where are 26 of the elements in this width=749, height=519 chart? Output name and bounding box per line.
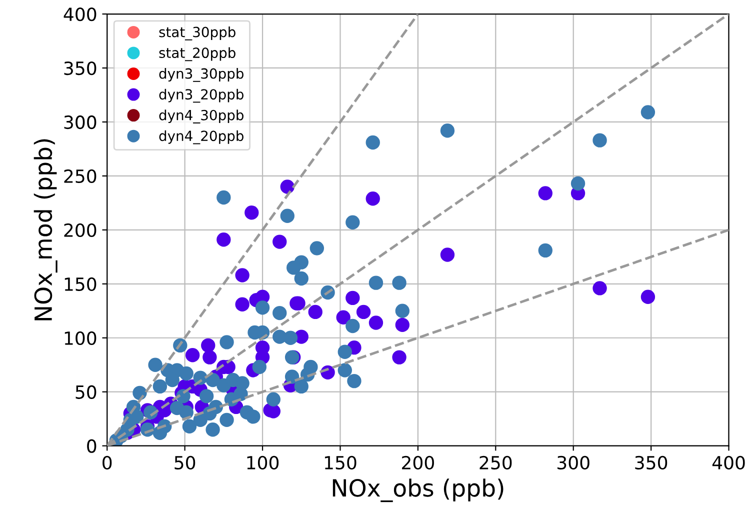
x-tick-label: 300 (558, 456, 590, 470)
x-tick-label: 0 (102, 456, 112, 470)
x-tick-label: 200 (402, 456, 434, 470)
legend-label: dyn4_30ppb (159, 110, 244, 124)
y-axis-title: NOx_mod (ppb) (34, 139, 58, 320)
y-tick-label: 150 (64, 277, 96, 292)
y-tick-label: 300 (64, 115, 96, 130)
legend-label: dyn3_20ppb (159, 88, 244, 103)
legend-label: stat_20ppb (159, 47, 236, 62)
y-tick-label: 100 (64, 331, 96, 345)
legend-label: dyn3_30ppb (159, 68, 244, 82)
x-tick-label: 150 (324, 456, 356, 470)
y-tick-label: 350 (64, 61, 96, 76)
y-tick-label: 0 (87, 439, 96, 453)
x-tick-label: 400 (712, 456, 745, 470)
legend-label: dyn4_20ppb (159, 130, 244, 144)
y-tick-label: 250 (64, 169, 96, 184)
x-tick-label: 100 (247, 456, 279, 470)
x-tick-label: 50 (174, 456, 196, 470)
y-tick-label: 50 (76, 385, 96, 399)
legend-label: stat_30ppb (159, 26, 236, 40)
x-tick-label: 350 (635, 456, 668, 470)
x-axis-title: NOx_obs (ppb) (332, 478, 504, 502)
y-tick-label: 400 (64, 7, 96, 22)
x-tick-label: 250 (480, 456, 512, 470)
y-tick-label: 200 (64, 223, 96, 238)
